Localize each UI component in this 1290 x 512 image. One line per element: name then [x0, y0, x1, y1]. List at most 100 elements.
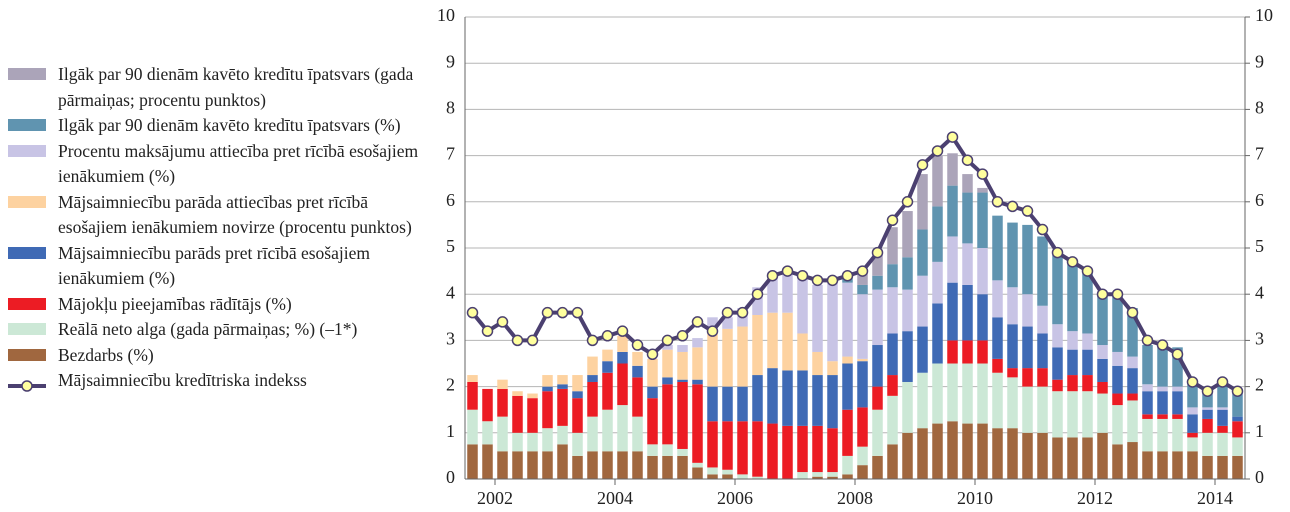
- bar-segment: [1022, 432, 1033, 479]
- bar-segment: [632, 365, 643, 378]
- bar-segment: [752, 375, 763, 422]
- legend-item: Reālā neto alga (gada pārmaiņas; %) (–1*…: [8, 317, 433, 343]
- bar-segment: [887, 264, 898, 288]
- bar-segment: [1127, 356, 1138, 369]
- bar-segment: [1127, 400, 1138, 443]
- bar-segment: [1022, 386, 1033, 433]
- bar-segment: [707, 331, 718, 387]
- bar-segment: [992, 428, 1003, 479]
- bar-segment: [992, 215, 1003, 281]
- bar-segment: [1037, 368, 1048, 387]
- bar-segment: [1127, 368, 1138, 394]
- bar-segment: [1022, 368, 1033, 387]
- bar-segment: [782, 273, 793, 313]
- index-marker: [856, 265, 869, 277]
- bar-segment: [872, 386, 883, 410]
- y-tick-label: 8: [446, 98, 455, 118]
- bar-segment: [752, 314, 763, 376]
- bar-segment: [1142, 345, 1153, 385]
- bar-segment: [827, 472, 838, 477]
- bar-segment: [587, 375, 598, 382]
- bar-segment: [1082, 273, 1093, 334]
- index-marker: [1126, 306, 1139, 319]
- y-tick-label: 2: [446, 375, 455, 395]
- index-marker: [1006, 200, 1019, 213]
- bar-segment: [1157, 451, 1168, 479]
- bar-segment: [1067, 437, 1078, 479]
- bar-segment: [857, 465, 868, 479]
- bar-segment: [662, 377, 673, 385]
- bar-segment: [1067, 391, 1078, 438]
- index-marker: [871, 246, 884, 259]
- x-tick-label: 2008: [837, 488, 873, 508]
- index-marker: [691, 316, 704, 328]
- bar-segment: [632, 451, 643, 479]
- bar-segment: [842, 409, 853, 456]
- index-marker: [646, 348, 659, 361]
- bar-segment: [812, 425, 823, 473]
- index-marker: [1201, 385, 1214, 397]
- bar-segment: [1097, 381, 1108, 394]
- bar-segment: [587, 451, 598, 479]
- bar-segment: [932, 155, 943, 207]
- index-marker: [886, 214, 899, 227]
- index-marker: [931, 145, 944, 157]
- bar-segment: [677, 381, 688, 449]
- index-line: [470, 135, 1239, 394]
- index-marker: [1216, 376, 1229, 388]
- bar-segment: [1157, 418, 1168, 452]
- legend-item: Mājokļu pieejamības rādītājs (%): [8, 292, 433, 318]
- bar-segment: [782, 370, 793, 426]
- bar-segment: [512, 432, 523, 452]
- bar-segment: [932, 206, 943, 262]
- bar-segment: [1037, 333, 1048, 369]
- bar-segment: [467, 375, 478, 382]
- legend-label: Mājsaimniecību parāda attiecības pret rī…: [58, 191, 412, 238]
- bar-segment: [917, 174, 928, 230]
- bar-segment: [947, 185, 958, 237]
- bar-segment: [767, 312, 778, 369]
- bar-segment: [1127, 308, 1138, 357]
- index-marker: [586, 334, 599, 347]
- bar-segment: [932, 261, 943, 304]
- legend-item: Ilgāk par 90 dienām kavēto kredītu īpats…: [8, 62, 433, 113]
- bar-segment: [1022, 294, 1033, 327]
- bar-segment: [707, 467, 718, 475]
- bar-segment: [917, 428, 928, 479]
- bar-segment: [677, 455, 688, 479]
- bar-segment: [467, 444, 478, 479]
- bar-segment: [1052, 254, 1063, 325]
- bar-segment: [1232, 391, 1243, 417]
- bar-segment: [1082, 437, 1093, 479]
- bar-segment: [962, 192, 973, 244]
- bar-segment: [887, 375, 898, 396]
- index-marker: [961, 154, 974, 166]
- y2-tick-label: 8: [1255, 98, 1264, 118]
- bar-segment: [662, 384, 673, 445]
- y-tick-label: 4: [446, 282, 455, 302]
- index-marker: [796, 269, 809, 282]
- bar-segment: [587, 381, 598, 417]
- index-marker: [676, 330, 689, 342]
- bar-segment: [857, 407, 868, 447]
- bar-segment: [872, 252, 883, 276]
- bar-segment: [1187, 451, 1198, 479]
- bar-segment: [977, 340, 988, 364]
- index-marker: [661, 334, 674, 347]
- bar-segment: [647, 386, 658, 399]
- bar-segment: [617, 351, 628, 364]
- bar-segment: [1202, 409, 1213, 419]
- index-marker: [1231, 385, 1244, 397]
- bar-segment: [692, 384, 703, 463]
- x-tick-label: 2014: [1197, 488, 1233, 508]
- bar-segment: [692, 338, 703, 348]
- bar-segment: [767, 423, 778, 479]
- index-marker: [976, 168, 989, 180]
- bar-segment: [482, 421, 493, 445]
- legend-item: Mājsaimniecību kredītriska indekss: [8, 368, 433, 394]
- bar-segment: [887, 227, 898, 265]
- y2-tick-label: 2: [1255, 375, 1264, 395]
- bar-segment: [992, 372, 1003, 429]
- bar-segment: [1037, 236, 1048, 306]
- bar-segment: [917, 372, 928, 429]
